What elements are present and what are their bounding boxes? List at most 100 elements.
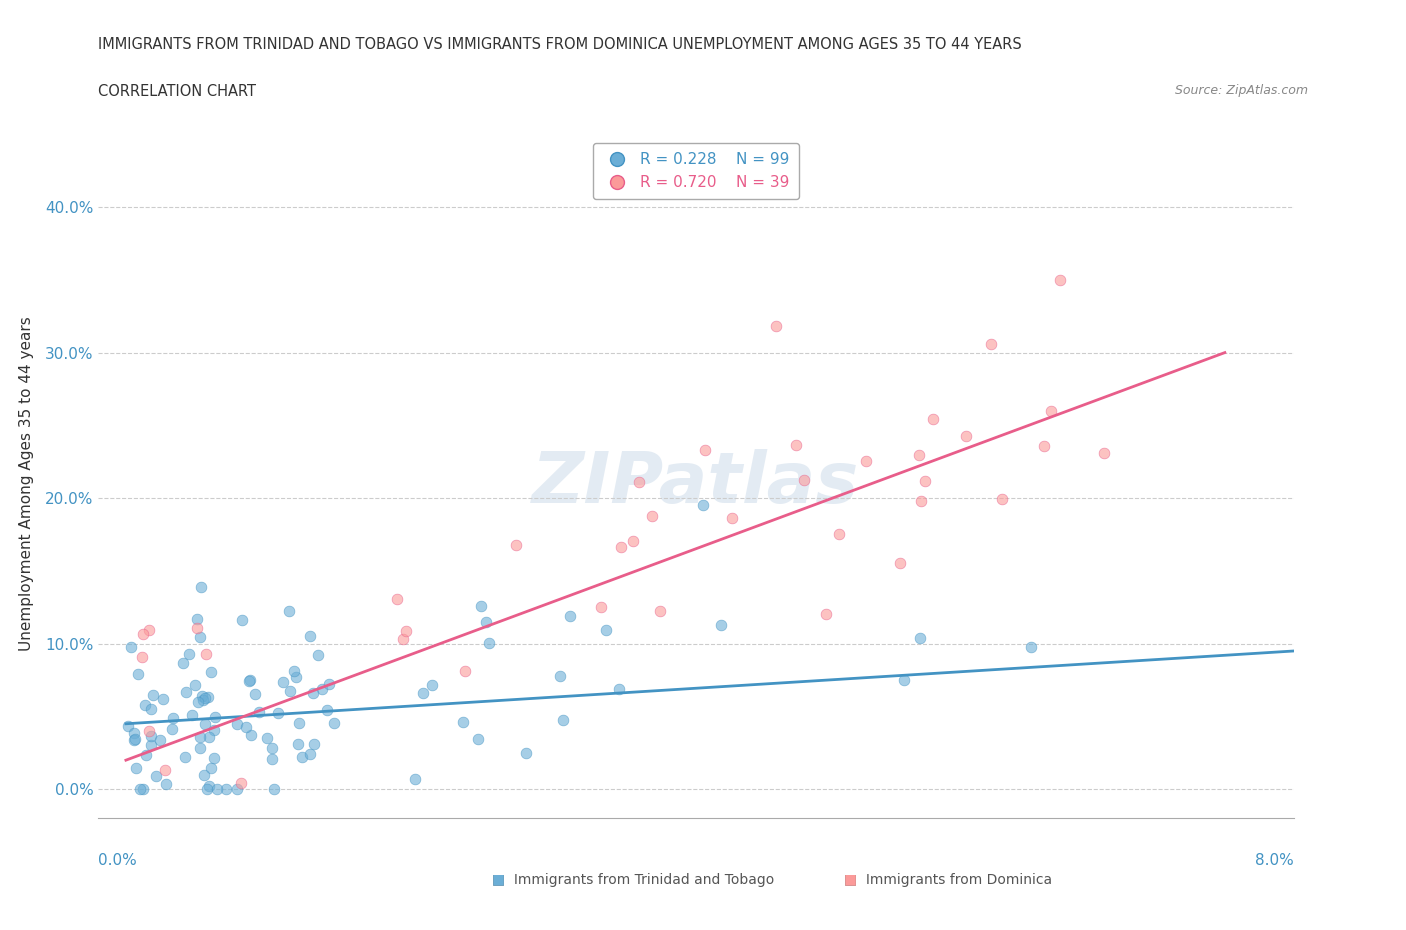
Point	[505, 538, 527, 552]
Point	[190, 688, 212, 703]
Point	[285, 670, 308, 684]
Point	[181, 708, 204, 723]
Point	[451, 714, 474, 729]
Point	[172, 656, 194, 671]
Point	[1092, 445, 1115, 460]
Point	[256, 731, 278, 746]
Point	[260, 740, 283, 755]
Point	[188, 630, 211, 644]
Point	[785, 438, 807, 453]
Point	[610, 539, 633, 554]
Point	[205, 782, 228, 797]
Point	[142, 687, 165, 702]
Point	[245, 686, 267, 701]
Point	[122, 725, 145, 740]
Point	[387, 591, 409, 606]
Point	[128, 782, 150, 797]
Point	[315, 702, 337, 717]
Point	[187, 695, 209, 710]
Point	[197, 689, 219, 704]
Text: ■  Immigrants from Dominica: ■ Immigrants from Dominica	[844, 872, 1052, 886]
Point	[174, 685, 197, 700]
Point	[200, 761, 222, 776]
Point	[515, 745, 537, 760]
Point	[914, 473, 936, 488]
Point	[204, 709, 226, 724]
Point	[311, 682, 333, 697]
Point	[240, 727, 263, 742]
Point	[162, 711, 184, 725]
Point	[190, 579, 212, 594]
Text: IMMIGRANTS FROM TRINIDAD AND TOBAGO VS IMMIGRANTS FROM DOMINICA UNEMPLOYMENT AMO: IMMIGRANTS FROM TRINIDAD AND TOBAGO VS I…	[98, 37, 1022, 52]
Point	[589, 600, 612, 615]
Point	[548, 669, 571, 684]
Point	[765, 319, 787, 334]
Point	[921, 411, 943, 426]
Point	[467, 732, 489, 747]
Point	[198, 779, 221, 794]
Point	[202, 751, 225, 765]
Point	[889, 556, 911, 571]
Point	[174, 750, 197, 764]
Point	[307, 647, 329, 662]
Point	[117, 719, 139, 734]
Point	[149, 733, 172, 748]
Point	[139, 702, 162, 717]
Point	[470, 598, 492, 613]
Point	[323, 715, 346, 730]
Y-axis label: Unemployment Among Ages 35 to 44 years: Unemployment Among Ages 35 to 44 years	[18, 316, 34, 651]
Point	[392, 631, 415, 646]
Point	[283, 664, 305, 679]
Point	[641, 509, 664, 524]
Point	[239, 672, 262, 687]
Point	[125, 761, 148, 776]
Point	[478, 635, 501, 650]
Point	[412, 685, 434, 700]
Point	[247, 705, 270, 720]
Point	[291, 750, 314, 764]
Point	[1039, 404, 1062, 418]
Point	[991, 492, 1014, 507]
Point	[138, 622, 160, 637]
Point	[395, 624, 418, 639]
Point	[145, 768, 167, 783]
Point	[318, 677, 340, 692]
Point	[1033, 439, 1056, 454]
Point	[454, 663, 477, 678]
Point	[177, 647, 200, 662]
Point	[193, 767, 215, 782]
Point	[1049, 272, 1071, 287]
Point	[908, 447, 931, 462]
Text: ■: ■	[492, 872, 505, 886]
Point	[595, 623, 617, 638]
Point	[814, 606, 837, 621]
Point	[139, 728, 162, 743]
Point	[263, 782, 285, 797]
Text: 8.0%: 8.0%	[1254, 853, 1294, 868]
Text: 0.0%: 0.0%	[98, 853, 138, 868]
Point	[298, 747, 321, 762]
Point	[139, 737, 162, 752]
Point	[191, 693, 214, 708]
Point	[475, 615, 498, 630]
Point	[1019, 640, 1042, 655]
Point	[155, 777, 177, 791]
Point	[621, 533, 644, 548]
Point	[194, 716, 217, 731]
Point	[793, 472, 815, 487]
Point	[120, 639, 142, 654]
Point	[127, 667, 149, 682]
Point	[238, 673, 260, 688]
Point	[194, 690, 217, 705]
Point	[298, 629, 321, 644]
Point	[135, 747, 157, 762]
Point	[131, 626, 153, 641]
Point	[124, 732, 146, 747]
Point	[627, 474, 650, 489]
Text: CORRELATION CHART: CORRELATION CHART	[98, 84, 256, 99]
Point	[420, 677, 443, 692]
Point	[827, 526, 849, 541]
Point	[202, 723, 225, 737]
Point	[186, 611, 208, 626]
Point	[551, 712, 574, 727]
